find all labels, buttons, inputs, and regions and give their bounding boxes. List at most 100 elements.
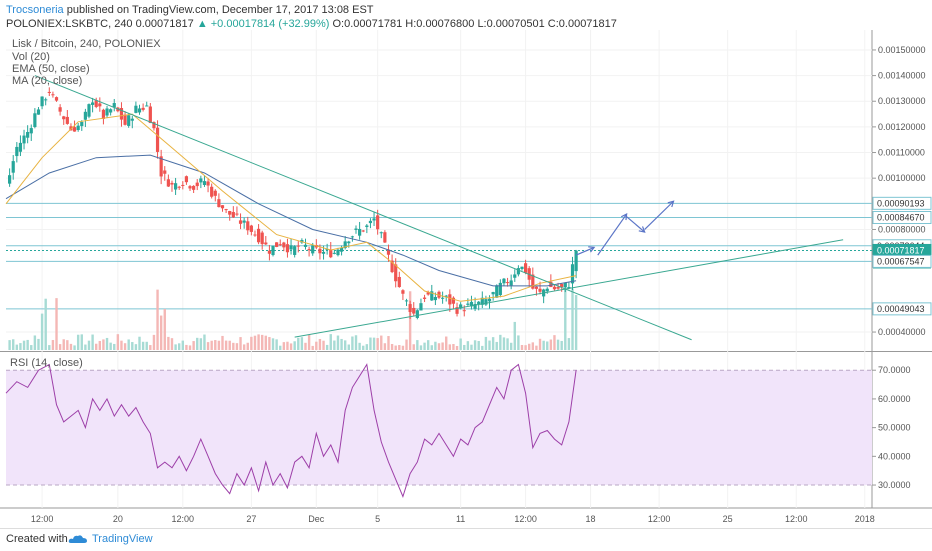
candle-body: [311, 245, 315, 254]
candle-body: [408, 304, 412, 313]
legend-ema: EMA (50, close): [12, 63, 90, 75]
x-tick-label: 2018: [855, 514, 875, 524]
candle-body: [210, 186, 214, 197]
candle-body: [22, 135, 26, 144]
volume-bar: [426, 340, 430, 350]
candle-body: [563, 282, 567, 288]
volume-bar: [412, 344, 415, 350]
candle-body: [560, 283, 564, 287]
candle-body: [134, 105, 138, 113]
rsi-y-tick-label: 70.0000: [878, 365, 911, 375]
volume-bar: [217, 340, 221, 350]
candle-body: [112, 103, 116, 108]
candle-body: [293, 246, 297, 255]
volume-bar: [445, 336, 448, 350]
volume-bar: [405, 339, 408, 350]
volume-bar: [102, 339, 105, 350]
footer-bar: Created with TradingView: [0, 528, 932, 551]
candle-body: [397, 276, 401, 288]
price-level-label: 0.00090193: [877, 198, 925, 208]
candle-body: [303, 244, 308, 247]
volume-bar: [33, 335, 37, 350]
volume-bar: [524, 345, 527, 350]
price-level-label: 0.00071817: [877, 245, 925, 255]
volume-bar: [91, 334, 94, 350]
projection-arrow-head: [667, 200, 675, 208]
candle-body: [524, 263, 528, 273]
volume-bar: [347, 344, 350, 350]
projection-arrow: [597, 213, 628, 256]
volume-bar: [376, 338, 379, 350]
ema-line: [5, 154, 577, 287]
volume-bar: [12, 339, 15, 350]
candle-body: [173, 183, 178, 190]
author-link[interactable]: Trocsoneria: [6, 4, 64, 16]
candle-body: [379, 232, 383, 234]
candle-body: [256, 228, 261, 243]
candle-body: [451, 297, 456, 304]
volume-bar: [455, 345, 459, 350]
volume-bar: [419, 345, 423, 350]
rsi-band: [6, 370, 872, 486]
volume-bar: [66, 340, 69, 350]
candle-body: [350, 236, 354, 238]
volume-bar: [95, 343, 98, 350]
volume-bar: [188, 345, 192, 350]
footer-brand[interactable]: TradingView: [92, 533, 153, 545]
rsi-y-tick-label: 40.0000: [878, 451, 911, 461]
volume-bar: [76, 334, 80, 350]
volume-bar: [8, 340, 11, 350]
candle-body: [33, 113, 37, 128]
candle-body: [383, 232, 387, 243]
candle-body: [462, 310, 466, 312]
volume-bar: [463, 344, 466, 350]
candle-body: [184, 176, 189, 183]
projection-arrow-head: [638, 226, 646, 233]
volume-bar: [37, 338, 40, 350]
volume-bar: [55, 298, 58, 350]
volume-bar: [214, 340, 217, 350]
trendline: [34, 75, 692, 341]
price-level-label: 0.00084670: [877, 212, 925, 222]
candle-body: [282, 242, 286, 248]
volume-bar: [167, 336, 170, 350]
volume-bar: [513, 321, 516, 350]
candle-body: [206, 181, 210, 186]
price-level-label: 0.00049043: [877, 304, 925, 314]
volume-bar: [528, 343, 531, 350]
volume-bar: [297, 337, 300, 350]
volume-bar: [398, 345, 401, 350]
candle-body: [253, 234, 257, 236]
candle-body: [260, 232, 264, 245]
volume-bar: [387, 336, 390, 350]
rsi-y-tick-label: 60.0000: [878, 394, 911, 404]
rsi-line: [5, 363, 577, 498]
volume-bar: [224, 340, 228, 350]
candle-body: [148, 106, 152, 124]
volume-bar: [73, 345, 76, 350]
candle-body: [368, 220, 373, 224]
volume-bar: [311, 345, 314, 350]
candle-body: [177, 186, 181, 188]
price-change: ▲ +0.00017814 (+32.99%): [196, 18, 330, 30]
y-tick-label: 0.00100000: [878, 173, 926, 183]
volume-bar: [51, 340, 55, 350]
legend-rsi: RSI (14, close): [10, 357, 83, 369]
candle-body: [94, 100, 98, 107]
price-level-box: [872, 254, 932, 268]
volume-bar: [369, 337, 372, 350]
candle-body: [11, 161, 15, 173]
volume-bar: [318, 338, 322, 350]
candle-body: [40, 96, 44, 107]
candle-body: [545, 288, 549, 292]
volume-bar: [246, 342, 249, 350]
chart-canvas[interactable]: 12:00 20 12:00 27 Dec 5 11 12:00 18 12:00 25 12:00 2…: [0, 0, 932, 528]
candle-body: [307, 249, 311, 251]
volume-bar: [333, 340, 336, 350]
candle-body: [163, 170, 167, 174]
x-tick-label: 5: [375, 514, 380, 524]
candle-body: [192, 185, 196, 190]
volume-bar: [62, 339, 65, 350]
candle-body: [419, 303, 423, 311]
y-tick-label: 0.00110000: [878, 148, 925, 158]
